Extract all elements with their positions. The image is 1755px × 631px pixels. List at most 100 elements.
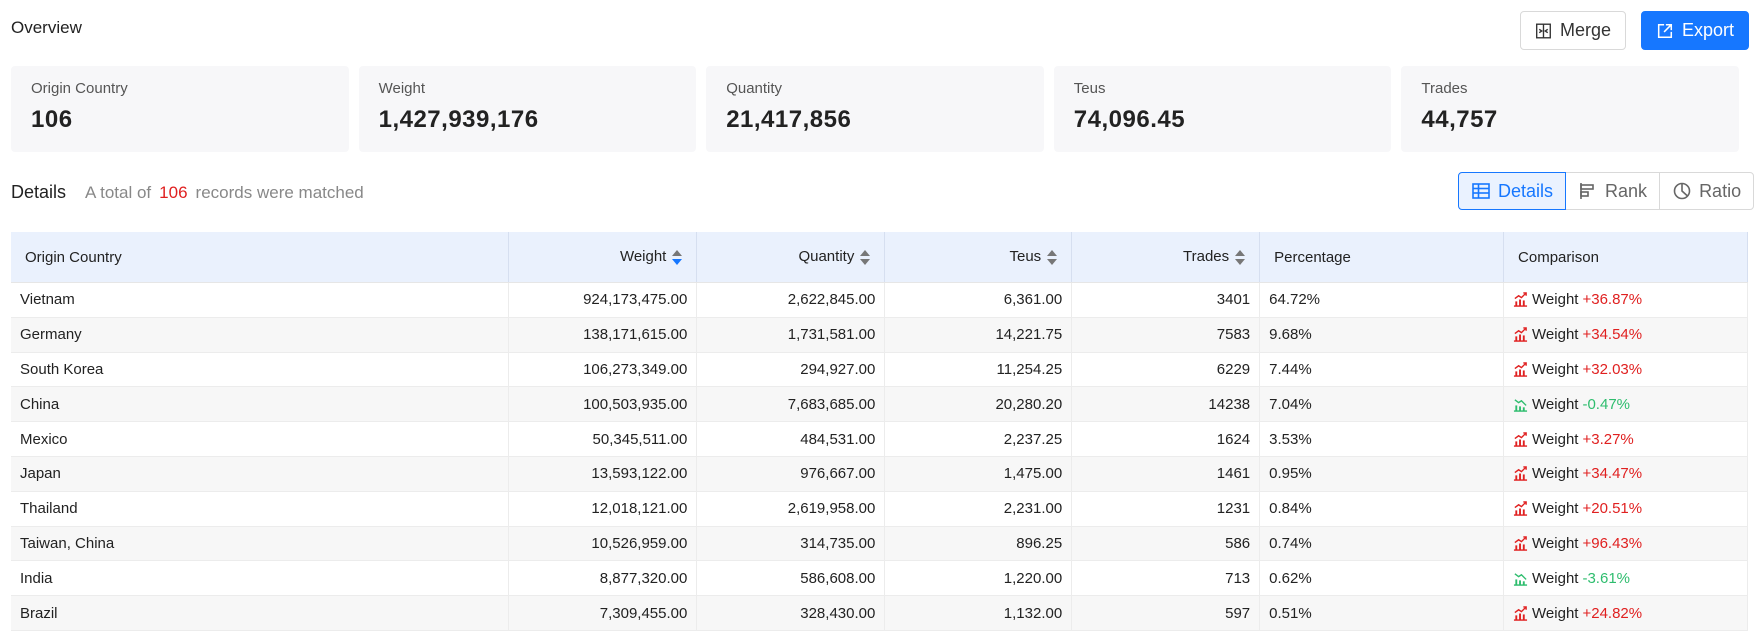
summary-value: 74,096.45 [1073,106,1186,133]
table-header-row: Origin Country Weight Quantity Teus Trad… [11,232,1748,283]
table-row[interactable]: Japan 13,593,122.00 976,667.00 1,475.00 1461… [11,456,1748,492]
cell-country: Germany [11,317,510,353]
summary-label: Weight [378,80,426,97]
rank-icon [1580,183,1594,199]
comparison-change: +24.82% [1582,604,1643,622]
summary-label: Quantity [726,80,783,97]
cell-quantity: 7,683,685.00 [696,386,886,423]
cell-teus: 2,237.25 [884,421,1073,457]
cell-weight: 12,018,121.00 [508,491,698,527]
cell-country: Thailand [11,491,510,527]
cell-teus: 20,280.20 [884,386,1073,423]
cell-weight: 100,503,935.00 [508,386,698,423]
records-count: 106 [159,183,188,202]
table-row[interactable]: South Korea 106,273,349.00 294,927.00 11,25… [11,352,1748,388]
cell-percentage: 3.53% [1259,421,1505,457]
cell-percentage: 0.51% [1259,595,1505,631]
comparison-change: +20.51% [1582,500,1643,518]
cell-quantity: 2,619,958.00 [696,491,886,527]
col-label: Quantity [798,248,855,266]
trend-up-icon [1513,466,1528,482]
summary-label: Trades [1421,80,1468,97]
comparison-metric: Weight [1532,326,1579,344]
table-row[interactable]: Germany 138,171,615.00 1,731,581.00 14,221.… [11,317,1748,353]
trend-up-icon [1513,327,1528,342]
view-ratio-button[interactable]: Ratio [1659,172,1755,210]
comparison-change: +34.47% [1582,465,1643,483]
summary-label: Origin Country [31,80,128,97]
comparison-change: -0.47% [1582,395,1630,413]
cell-trades: 14238 [1071,386,1261,423]
comparison-metric: Weight [1532,534,1579,552]
col-quantity[interactable]: Quantity [696,232,886,283]
col-weight[interactable]: Weight [508,232,698,283]
summary-value: 44,757 [1421,106,1498,133]
cell-quantity: 2,622,845.00 [696,282,886,318]
cell-country: China [11,386,510,423]
cell-trades: 1231 [1071,491,1261,527]
trend-up-icon [1513,431,1528,447]
cell-quantity: 586,608.00 [696,560,886,597]
export-label: Export [1681,20,1734,40]
cell-comparison: Weight +24.82% [1503,595,1748,631]
comparison-change: +32.03% [1582,360,1643,378]
trend-up-icon [1513,292,1528,308]
merge-label: Merge [1559,20,1611,40]
view-details-button[interactable]: Details [1458,172,1567,210]
table-row[interactable]: Vietnam 924,173,475.00 2,622,845.00 6,361.0… [11,282,1748,318]
col-label: Comparison [1518,248,1599,266]
col-label: Percentage [1274,248,1351,266]
col-teus[interactable]: Teus [884,232,1073,283]
trend-up-icon [1513,536,1528,551]
table-row[interactable]: India 8,877,320.00 586,608.00 1,220.00 713 0.… [11,560,1748,597]
comparison-metric: Weight [1532,569,1579,587]
cell-percentage: 9.68% [1259,317,1505,353]
table-row[interactable]: Brazil 7,309,455.00 328,430.00 1,132.00 597 0… [11,595,1748,631]
comparison-metric: Weight [1532,395,1579,413]
sort-icon[interactable] [1235,249,1246,266]
view-rank-button[interactable]: Rank [1565,172,1661,210]
sort-icon[interactable] [672,249,683,266]
cell-trades: 713 [1071,560,1261,597]
cell-percentage: 0.84% [1259,491,1505,527]
cell-weight: 7,309,455.00 [508,595,698,631]
cell-comparison: Weight +36.87% [1503,282,1748,318]
cell-teus: 1,220.00 [884,560,1073,597]
sort-icon[interactable] [860,249,871,266]
export-button[interactable]: Export [1641,11,1749,50]
cell-teus: 1,475.00 [884,456,1073,492]
top-bar: Overview Merge Export [0,0,1755,60]
cell-comparison: Weight +32.03% [1503,352,1748,388]
cell-percentage: 7.44% [1259,352,1505,388]
cell-percentage: 0.62% [1259,560,1505,597]
sort-icon[interactable] [1047,249,1058,266]
cell-quantity: 294,927.00 [696,352,886,388]
cell-teus: 6,361.00 [884,282,1073,318]
cell-comparison: Weight +20.51% [1503,491,1748,527]
cell-country: Mexico [11,421,510,457]
col-comparison: Comparison [1503,232,1748,283]
col-trades[interactable]: Trades [1071,232,1261,283]
view-rank-label: Rank [1605,180,1648,201]
table-row[interactable]: China 100,503,935.00 7,683,685.00 20,280.20… [11,386,1748,423]
summary-card-origin-country: Origin Country 106 [11,66,349,152]
pie-chart-icon [1673,182,1691,200]
table-icon [1472,183,1490,199]
table-row[interactable]: Mexico 50,345,511.00 484,531.00 2,237.25 162… [11,421,1748,457]
comparison-metric: Weight [1532,291,1579,309]
col-label: Weight [619,248,667,266]
merge-icon [1536,23,1551,38]
cell-teus: 11,254.25 [884,352,1073,388]
col-label: Trades [1183,248,1230,266]
comparison-metric: Weight [1532,604,1579,622]
table-row[interactable]: Thailand 12,018,121.00 2,619,958.00 2,231.0… [11,491,1748,527]
cell-trades: 586 [1071,526,1261,562]
table-row[interactable]: Taiwan, China 10,526,959.00 314,735.00 896.… [11,526,1748,562]
trend-up-icon [1513,501,1528,516]
comparison-change: -3.61% [1582,569,1630,587]
merge-button[interactable]: Merge [1520,11,1626,50]
cell-trades: 1461 [1071,456,1261,492]
details-table: Origin Country Weight Quantity Teus Trad… [11,232,1748,631]
cell-percentage: 64.72% [1259,282,1505,318]
details-bar: Details A total of 106 records were matche… [0,168,1755,218]
